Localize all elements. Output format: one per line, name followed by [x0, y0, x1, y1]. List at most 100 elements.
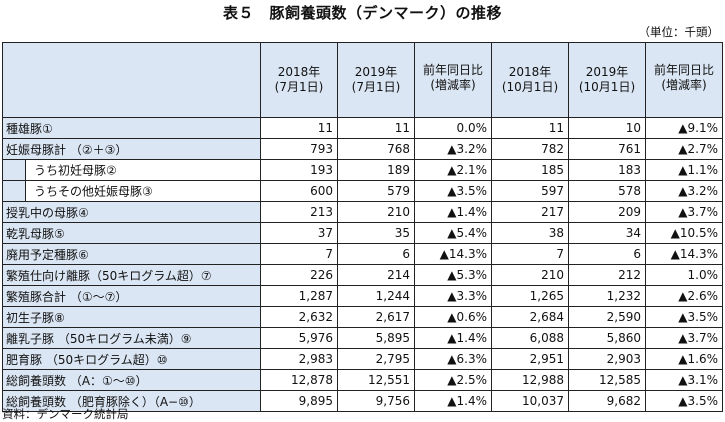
value-cell: 9,756	[337, 390, 415, 412]
table-row: 総飼養頭数 （A：①〜⑩） 12,878 12,551 ▲2.5% 12,988 12,5…	[2, 369, 723, 391]
table-row: 授乳中の母豚④ 213 210 ▲1.4% 217 209 ▲3.7%	[2, 201, 723, 223]
value-cell: ▲5.3%	[414, 264, 492, 286]
value-cell: 9,895	[260, 390, 338, 412]
value-cell: 212	[568, 264, 646, 286]
value-cell: 5,976	[260, 327, 338, 349]
table-row: 離乳子豚 （50キログラム未満）⑨ 5,976 5,895 ▲1.4% 6,088 5,8…	[2, 327, 723, 349]
value-cell: ▲3.7%	[645, 201, 723, 223]
value-cell: 782	[491, 138, 569, 160]
value-cell: 2,951	[491, 348, 569, 370]
header-blank	[2, 42, 261, 118]
value-cell: 768	[337, 138, 415, 160]
value-cell: ▲2.5%	[414, 369, 492, 391]
value-cell: 34	[568, 222, 646, 244]
value-cell: ▲3.2%	[645, 180, 723, 202]
row-label: 妊娠母豚計 （②＋③）	[2, 138, 261, 160]
table-row: 肥育豚 （50キログラム超）⑩ 2,983 2,795 ▲6.3% 2,951 2,903…	[2, 348, 723, 370]
value-cell: 11	[260, 117, 338, 139]
value-cell: ▲2.1%	[414, 159, 492, 181]
value-cell: ▲1.1%	[645, 159, 723, 181]
value-cell: 793	[260, 138, 338, 160]
value-cell: 2,795	[337, 348, 415, 370]
indent-spacer	[3, 160, 26, 180]
source-note: 資料：デンマーク統計局	[2, 407, 129, 421]
value-cell: 2,903	[568, 348, 646, 370]
row-label: うちその他妊娠母豚③	[2, 180, 261, 202]
header-cell: 前年同日比 (増減率)	[414, 42, 492, 118]
row-label: 種雄豚①	[2, 117, 261, 139]
value-cell: 10	[568, 117, 646, 139]
value-cell: ▲3.3%	[414, 285, 492, 307]
value-cell: 2,617	[337, 306, 415, 328]
table-row: 種雄豚① 11 11 0.0% 11 10 ▲9.1%	[2, 117, 723, 139]
value-cell: 1,287	[260, 285, 338, 307]
value-cell: 12,551	[337, 369, 415, 391]
value-cell: 6	[568, 243, 646, 265]
table-row: 初生子豚⑧ 2,632 2,617 ▲0.6% 2,684 2,590 ▲3.5%	[2, 306, 723, 328]
row-label: 廃用予定種豚⑥	[2, 243, 261, 265]
table-row: 繁殖豚合計 （①〜⑦） 1,287 1,244 ▲3.3% 1,265 1,232 ▲2.6…	[2, 285, 723, 307]
row-label-text: うち初妊母豚②	[34, 163, 117, 178]
pig-population-table: 2018年 (7月1日) 2019年 (7月1日) 前年同日比 (増減率) 2018年 (10…	[2, 42, 723, 412]
value-cell: 37	[260, 222, 338, 244]
header-cell: 前年同日比 (増減率)	[645, 42, 723, 118]
table-row: 妊娠母豚計 （②＋③） 793 768 ▲3.2% 782 761 ▲2.7%	[2, 138, 723, 160]
value-cell: 578	[568, 180, 646, 202]
value-cell: 5,895	[337, 327, 415, 349]
value-cell: 2,590	[568, 306, 646, 328]
value-cell: 185	[491, 159, 569, 181]
row-label-text: うちその他妊娠母豚③	[34, 184, 153, 199]
row-label: 繁殖豚合計 （①〜⑦）	[2, 285, 261, 307]
value-cell: 6,088	[491, 327, 569, 349]
value-cell: 2,983	[260, 348, 338, 370]
value-cell: ▲3.5%	[414, 180, 492, 202]
value-cell: 189	[337, 159, 415, 181]
value-cell: 761	[568, 138, 646, 160]
header-cell: 2018年 (7月1日)	[260, 42, 338, 118]
value-cell: 213	[260, 201, 338, 223]
value-cell: 9,682	[568, 390, 646, 412]
table-row: 繁殖仕向け離豚（50キログラム超）⑦ 226 214 ▲5.3% 210 212 1.0%	[2, 264, 723, 286]
value-cell: 1,232	[568, 285, 646, 307]
value-cell: ▲3.2%	[414, 138, 492, 160]
value-cell: 597	[491, 180, 569, 202]
value-cell: 226	[260, 264, 338, 286]
value-cell: ▲3.7%	[645, 327, 723, 349]
row-label: 肥育豚 （50キログラム超）⑩	[2, 348, 261, 370]
value-cell: 2,632	[260, 306, 338, 328]
value-cell: 1,244	[337, 285, 415, 307]
value-cell: 209	[568, 201, 646, 223]
table-row: 乾乳母豚⑤ 37 35 ▲5.4% 38 34 ▲10.5%	[2, 222, 723, 244]
value-cell: 6	[337, 243, 415, 265]
value-cell: ▲2.7%	[645, 138, 723, 160]
row-label: 授乳中の母豚④	[2, 201, 261, 223]
row-label: 繁殖仕向け離豚（50キログラム超）⑦	[2, 264, 261, 286]
row-label: 離乳子豚 （50キログラム未満）⑨	[2, 327, 261, 349]
value-cell: ▲3.5%	[645, 390, 723, 412]
value-cell: 1.0%	[645, 264, 723, 286]
header-cell: 2018年 (10月1日)	[491, 42, 569, 118]
value-cell: 210	[337, 201, 415, 223]
table-body: 種雄豚① 11 11 0.0% 11 10 ▲9.1% 妊娠母豚計 （②＋③） 793 768 ▲3…	[2, 117, 723, 412]
value-cell: 10,037	[491, 390, 569, 412]
value-cell: 7	[491, 243, 569, 265]
value-cell: 7	[260, 243, 338, 265]
table-row: うち初妊母豚② 193 189 ▲2.1% 185 183 ▲1.1%	[2, 159, 723, 181]
value-cell: 210	[491, 264, 569, 286]
value-cell: ▲3.1%	[645, 369, 723, 391]
value-cell: 0.0%	[414, 117, 492, 139]
value-cell: ▲1.6%	[645, 348, 723, 370]
value-cell: 2,684	[491, 306, 569, 328]
table-title: 表５ 豚飼養頭数（デンマーク）の推移	[222, 4, 502, 22]
table-row: 廃用予定種豚⑥ 7 6 ▲14.3% 7 6 ▲14.3%	[2, 243, 723, 265]
value-cell: 38	[491, 222, 569, 244]
table-row: 総飼養頭数 （肥育豚除く）（A−⑩） 9,895 9,756 ▲1.4% 10,037 9…	[2, 390, 723, 412]
header-row: 2018年 (7月1日) 2019年 (7月1日) 前年同日比 (増減率) 2018年 (10…	[2, 42, 723, 118]
value-cell: 5,860	[568, 327, 646, 349]
value-cell: 217	[491, 201, 569, 223]
value-cell: 183	[568, 159, 646, 181]
value-cell: 12,585	[568, 369, 646, 391]
value-cell: ▲0.6%	[414, 306, 492, 328]
value-cell: ▲10.5%	[645, 222, 723, 244]
value-cell: ▲3.5%	[645, 306, 723, 328]
